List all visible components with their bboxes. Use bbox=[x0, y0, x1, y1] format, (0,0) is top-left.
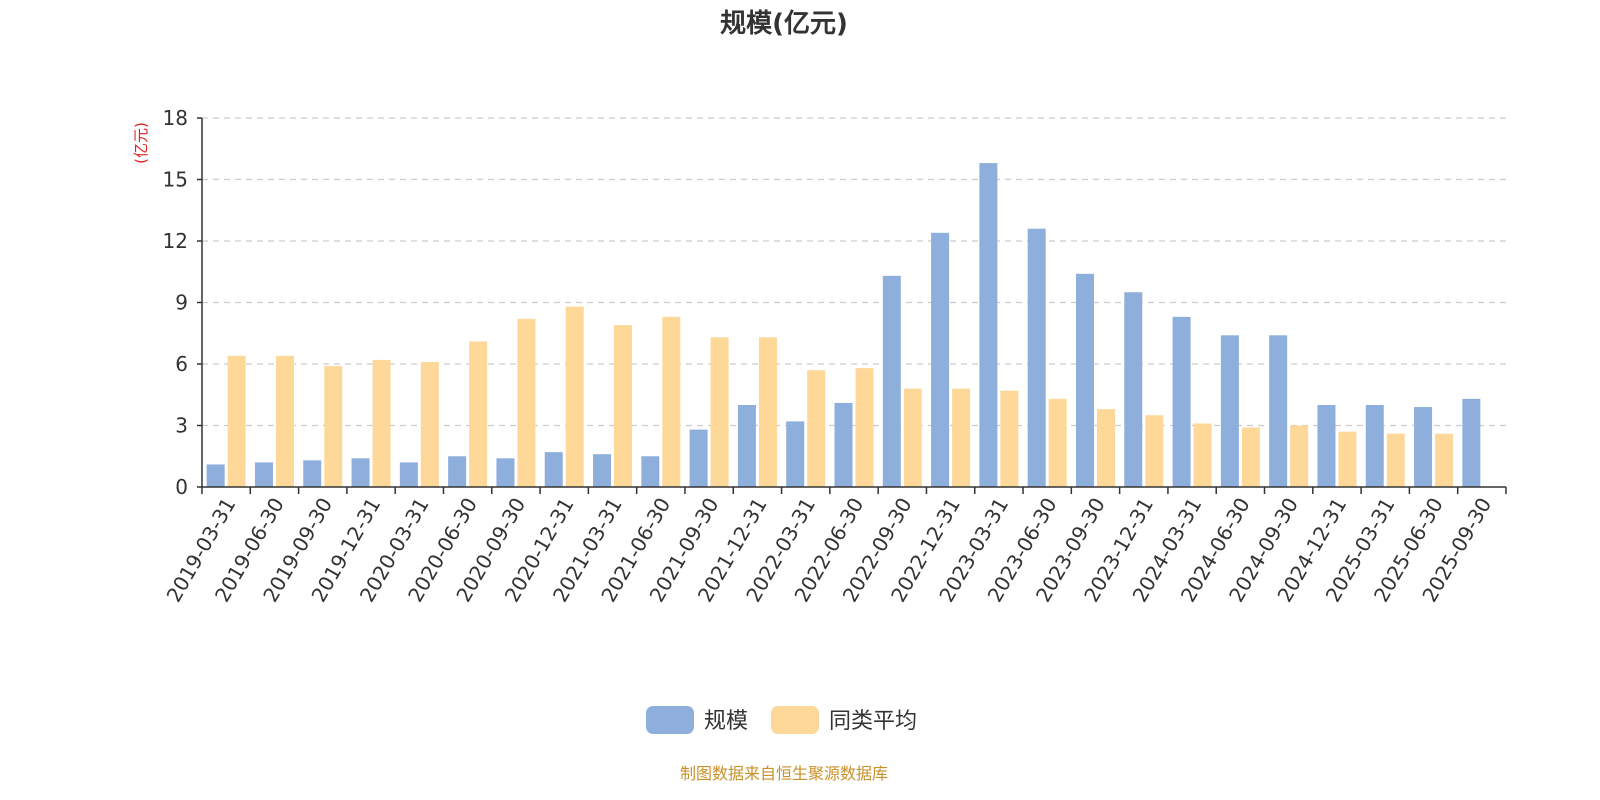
legend[interactable]: 规模 同类平均 bbox=[646, 706, 917, 734]
bar-series-2[interactable] bbox=[710, 337, 729, 487]
y-axis-unit-label: (亿元) bbox=[132, 122, 150, 164]
y-tick-label: 3 bbox=[175, 414, 188, 438]
bar-series-1[interactable] bbox=[448, 456, 467, 487]
bar-series-2[interactable] bbox=[903, 388, 922, 487]
legend-swatch bbox=[771, 706, 819, 734]
bar-series-1[interactable] bbox=[1027, 228, 1046, 487]
bar-series-1[interactable] bbox=[931, 232, 950, 487]
legend-label: 同类平均 bbox=[829, 709, 917, 734]
bar-series-2[interactable] bbox=[1193, 423, 1212, 487]
legend-item-2[interactable]: 同类平均 bbox=[771, 706, 917, 734]
bar-series-1[interactable] bbox=[399, 462, 418, 487]
y-tick-labels: 0 3 6 9 12 15 18 bbox=[163, 106, 188, 499]
bar-series-2[interactable] bbox=[1241, 427, 1260, 487]
bar-series-2[interactable] bbox=[517, 318, 536, 487]
bar-series-2[interactable] bbox=[324, 366, 343, 487]
bar-series-1[interactable] bbox=[1414, 407, 1433, 487]
bar-series-1[interactable] bbox=[689, 429, 708, 487]
legend-swatch bbox=[646, 706, 694, 734]
bar-series-2[interactable] bbox=[855, 368, 874, 487]
bar-series-2[interactable] bbox=[1048, 398, 1067, 487]
bar-series-1[interactable] bbox=[1220, 335, 1239, 487]
legend-item-1[interactable]: 规模 bbox=[646, 706, 748, 734]
bar-series-2[interactable] bbox=[952, 388, 971, 487]
bar-series-2[interactable] bbox=[372, 359, 391, 487]
y-tick-label: 9 bbox=[175, 291, 188, 315]
bar-series-2[interactable] bbox=[1096, 409, 1115, 487]
bar-series-2[interactable] bbox=[807, 370, 826, 487]
bar-series-2[interactable] bbox=[614, 325, 633, 487]
bar-series-1[interactable] bbox=[979, 163, 998, 487]
bar-series-2[interactable] bbox=[227, 355, 246, 487]
bar-series-2[interactable] bbox=[758, 337, 777, 487]
bar-series-2[interactable] bbox=[662, 316, 681, 487]
bar-series-1[interactable] bbox=[544, 452, 563, 487]
gridlines bbox=[202, 117, 1506, 427]
axes bbox=[197, 117, 1507, 494]
bar-series-2[interactable] bbox=[1290, 425, 1309, 488]
bar-series-1[interactable] bbox=[882, 275, 901, 487]
bar-series-1[interactable] bbox=[496, 458, 515, 487]
bar-series-2[interactable] bbox=[565, 306, 584, 487]
legend-label: 规模 bbox=[704, 709, 748, 734]
bar-series-2[interactable] bbox=[469, 341, 488, 487]
bar-series-2[interactable] bbox=[1000, 390, 1019, 487]
bar-series-1[interactable] bbox=[786, 421, 805, 487]
y-tick-label: 12 bbox=[163, 229, 188, 253]
bar-series-1[interactable] bbox=[1075, 273, 1094, 487]
bar-series-1[interactable] bbox=[1269, 335, 1288, 487]
bar-series-2[interactable] bbox=[1338, 431, 1357, 487]
bars bbox=[206, 163, 1481, 488]
y-tick-label: 15 bbox=[163, 168, 188, 192]
bar-series-1[interactable] bbox=[254, 462, 273, 487]
y-tick-label: 6 bbox=[175, 352, 188, 376]
bar-series-1[interactable] bbox=[1317, 405, 1336, 487]
y-tick-label: 18 bbox=[163, 106, 188, 130]
bar-series-1[interactable] bbox=[1172, 316, 1191, 487]
bar-series-1[interactable] bbox=[737, 405, 756, 487]
bar-series-1[interactable] bbox=[206, 464, 225, 487]
bar-series-1[interactable] bbox=[641, 456, 660, 487]
bar-series-2[interactable] bbox=[1386, 433, 1405, 487]
source-note: 制图数据来自恒生聚源数据库 bbox=[680, 764, 888, 783]
bar-series-1[interactable] bbox=[1365, 405, 1384, 487]
bar-series-2[interactable] bbox=[1435, 433, 1454, 487]
bar-series-1[interactable] bbox=[1124, 292, 1143, 487]
bar-series-1[interactable] bbox=[351, 458, 370, 487]
bar-series-2[interactable] bbox=[420, 361, 439, 487]
bar-series-2[interactable] bbox=[1145, 415, 1164, 487]
bar-series-2[interactable] bbox=[275, 355, 294, 487]
bar-series-1[interactable] bbox=[303, 460, 322, 487]
chart-title: 规模(亿元) bbox=[720, 9, 848, 39]
bar-series-1[interactable] bbox=[1462, 398, 1481, 487]
y-tick-label: 0 bbox=[175, 475, 188, 499]
bar-series-1[interactable] bbox=[834, 402, 853, 487]
bar-series-1[interactable] bbox=[593, 454, 612, 487]
x-tick-labels: 2019-03-312019-06-302019-09-302019-12-31… bbox=[162, 493, 1497, 606]
